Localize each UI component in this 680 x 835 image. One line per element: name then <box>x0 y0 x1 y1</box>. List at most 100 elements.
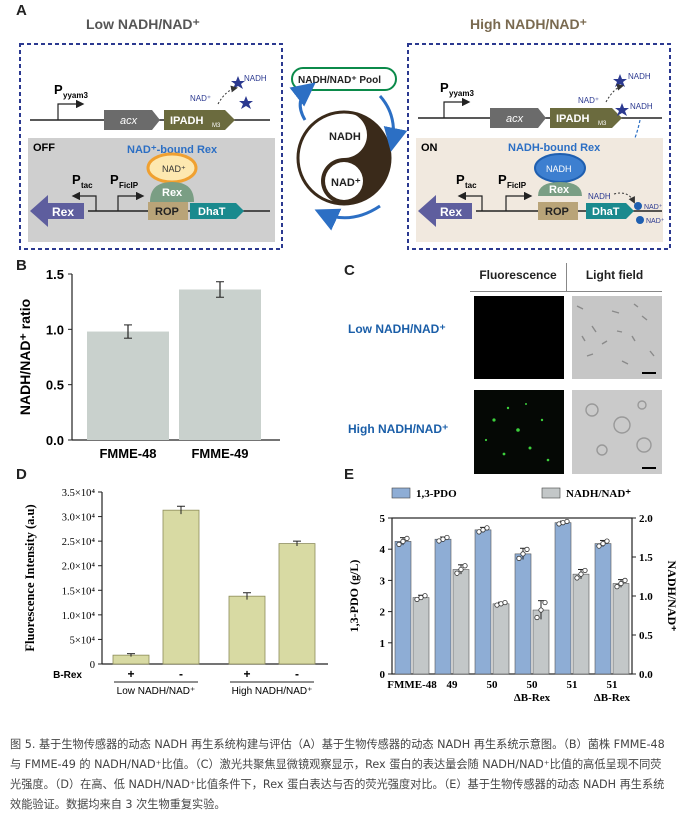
low-rop-label: ROP <box>155 206 179 218</box>
e-ytick-left-label: 5 <box>380 513 386 525</box>
high-acx-label: acx <box>506 113 524 125</box>
low-yyam3: yyam3 <box>63 91 88 100</box>
figure-caption: 图 5. 基于生物传感器的动态 NADH 再生系统构建与评估（A）基于生物传感器… <box>10 738 665 811</box>
high-nad-dot-label-2: NAD⁺ <box>646 218 665 225</box>
high-rex-protein-label: Rex <box>549 184 570 196</box>
d-ytick-label: 3.0×10⁴ <box>62 513 96 524</box>
e-legend-pdo: 1,3-PDO <box>416 488 457 500</box>
e-data-point <box>614 584 620 590</box>
e-category-label: 50 <box>527 679 539 691</box>
e-data-point <box>458 566 464 573</box>
low-rex-protein-label: Rex <box>162 187 183 199</box>
e-ytick-left-label: 0 <box>380 669 386 681</box>
high-star-icon-1 <box>613 74 627 87</box>
light-field-col: Light field <box>585 268 644 282</box>
e-ylabel-left: 1,3-PDO (g/L) <box>347 560 361 633</box>
b-category-label: FMME-48 <box>99 446 156 461</box>
e-ytick-right-label: 0.0 <box>639 669 653 681</box>
high-ptac-sub: tac <box>465 181 477 190</box>
b-ylabel: NADH/NAD⁺ ratio <box>17 299 33 415</box>
high-ipadh-label: IPADH <box>556 113 589 125</box>
low-p-label: P <box>54 82 63 97</box>
low-star-icon-2 <box>239 96 253 109</box>
pool-arrow-right <box>378 94 408 152</box>
e-ytick-left-label: 4 <box>380 544 386 556</box>
yin-nadh-label: NADH <box>329 131 361 143</box>
low-ptac-sub: tac <box>81 181 93 190</box>
e-data-point <box>444 534 450 541</box>
low-nad-label: NAD⁺ <box>190 94 211 103</box>
yin-nad-label: NAD⁺ <box>331 177 361 189</box>
e-data-point <box>520 551 526 557</box>
d-bar <box>162 509 200 665</box>
e-data-point <box>454 570 460 576</box>
high-dhat-gene <box>586 203 634 219</box>
e-bar-pdo <box>474 529 492 675</box>
fluorescence-col: Fluorescence <box>479 268 557 282</box>
d-ytick-label: 3.5×10⁴ <box>62 488 96 499</box>
panel-e-chart: 1,3-PDO NADH/NAD⁺ 0 1 2 3 4 5 0.0 0.5 1.0 1.5 2.0 FMM… <box>347 487 676 704</box>
d-brex-sign: + <box>243 667 250 681</box>
e-ytick-right-label: 1.0 <box>639 591 653 603</box>
e-bar-pdo <box>594 543 612 675</box>
low-pficip-sub: FicIP <box>119 181 139 190</box>
panel-b-chart: 0.0 0.5 1.0 1.5 FMME-48 FMME-49 NADH/NAD⁺ rati… <box>17 267 280 461</box>
pool-arrow-left <box>314 204 381 231</box>
e-category-label: 51 <box>567 679 578 691</box>
lightfield-image-low <box>572 296 662 379</box>
e-data-point <box>422 593 428 599</box>
high-p-label: P <box>440 80 449 95</box>
low-rex-protein <box>150 182 194 202</box>
low-title: Low NADH/NAD⁺ <box>86 16 200 32</box>
e-data-point <box>534 614 540 621</box>
low-ptac-p: P <box>72 172 81 187</box>
d-brex-sign: - <box>295 667 299 681</box>
e-bar-ratio <box>612 583 630 675</box>
d-ytick-label: 2.0×10⁴ <box>62 562 96 573</box>
e-data-point <box>538 607 544 613</box>
e-bar-ratio <box>412 597 430 675</box>
panel-a-diagram: Low NADH/NAD⁺ High NADH/NAD⁺ P yyam3 acx… <box>19 16 671 250</box>
e-bar-pdo <box>394 541 412 675</box>
high-nad-label: NAD⁺ <box>578 96 599 105</box>
e-bar-pdo <box>554 522 572 675</box>
e-data-point <box>564 518 570 525</box>
high-nad-dot-1 <box>634 202 642 210</box>
on-label: ON <box>421 142 438 154</box>
panel-c-header: Fluorescence Light field <box>470 263 662 292</box>
e-bar-pdo <box>434 538 452 675</box>
e-bar-pdo <box>514 553 532 675</box>
panel-c-letter: C <box>344 262 355 279</box>
d-group-low: Low NADH/NAD⁺ <box>117 686 196 697</box>
pool-label: NADH/NAD⁺ Pool <box>298 75 381 86</box>
d-brex-sign: + <box>127 667 134 681</box>
low-ipadh-gene <box>164 110 235 130</box>
high-rop-block <box>538 202 578 220</box>
e-data-point <box>476 529 482 535</box>
c-row-high: High NADH/NAD⁺ <box>348 422 449 436</box>
e-category-sublabel: ΔB-Rex <box>594 692 631 704</box>
d-group-high: High NADH/NAD⁺ <box>232 686 313 697</box>
low-rex-gene-label: Rex <box>52 205 74 219</box>
d-ytick-label: 5×10⁴ <box>70 635 96 646</box>
figure-5: A Low NADH/NAD⁺ High NADH/NAD⁺ P yyam3 a… <box>16 2 676 704</box>
fluorescence-image-low <box>474 296 564 379</box>
low-acx-gene <box>104 110 160 130</box>
high-pficip-p: P <box>498 172 507 187</box>
e-data-point <box>502 599 508 606</box>
b-ytick-label: 1.0 <box>46 322 64 337</box>
low-acx-label: acx <box>120 115 138 127</box>
b-ytick-label: 0.5 <box>46 378 64 393</box>
d-ytick-label: 1.5×10⁴ <box>62 586 96 597</box>
panel-d-letter: D <box>16 466 27 483</box>
low-ipadh-sub: M3 <box>212 123 221 129</box>
e-data-point <box>604 538 610 544</box>
e-category-label: 50 <box>487 679 499 691</box>
high-ptac-p: P <box>456 172 465 187</box>
low-nad-bubble-label: NAD⁺ <box>162 164 186 174</box>
high-star-icon-2 <box>615 103 629 116</box>
high-nadh-label-2: NADH <box>630 102 653 111</box>
nadh-bound-rex-label: NADH-bound Rex <box>508 142 601 154</box>
panel-e-letter: E <box>344 466 355 483</box>
pool-arrow-top <box>289 82 316 121</box>
